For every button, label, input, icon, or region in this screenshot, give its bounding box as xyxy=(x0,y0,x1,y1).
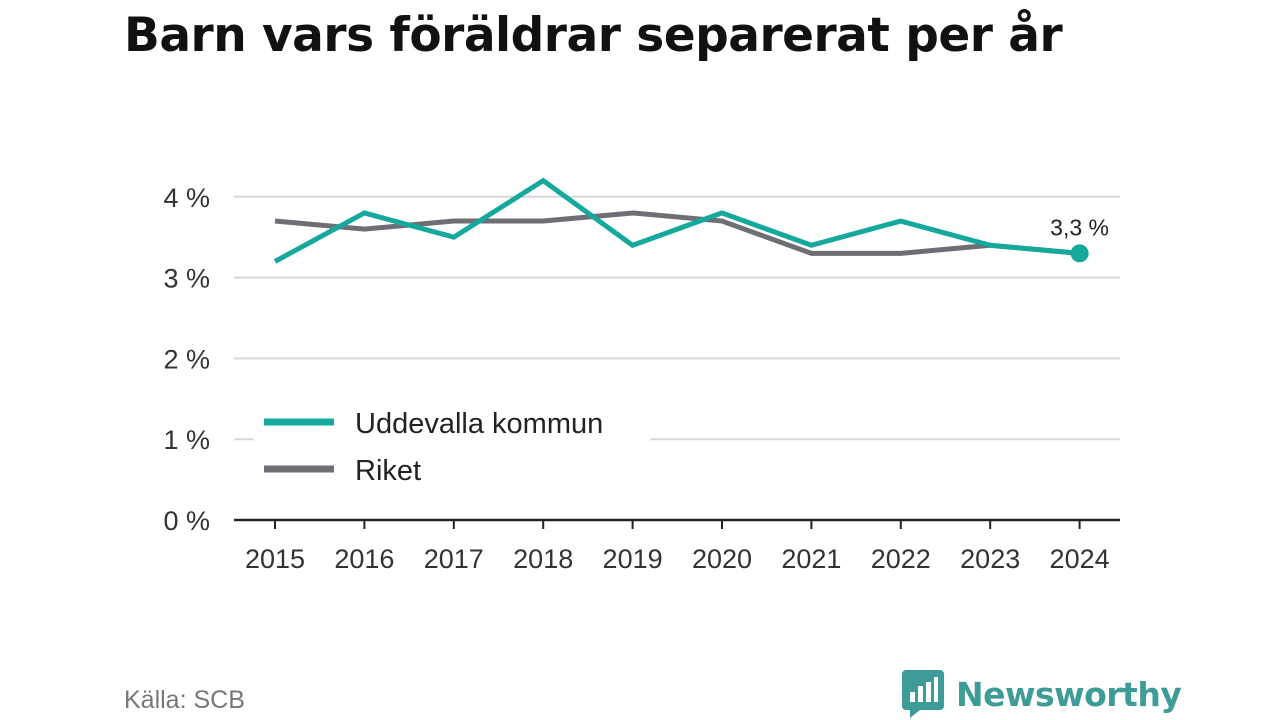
x-tick-label: 2019 xyxy=(603,544,663,574)
y-tick-label: 4 % xyxy=(163,183,210,213)
y-tick-label: 0 % xyxy=(163,506,210,536)
bar-chart-speech-bubble-icon xyxy=(902,670,944,718)
x-tick-label: 2018 xyxy=(513,544,573,574)
y-tick-label: 1 % xyxy=(163,425,210,455)
legend-background xyxy=(254,402,650,492)
x-tick-label: 2017 xyxy=(424,544,484,574)
x-tick-label: 2024 xyxy=(1050,544,1110,574)
x-tick-label: 2015 xyxy=(245,544,305,574)
series-line-uddevalla xyxy=(273,177,1080,264)
x-tick-label: 2020 xyxy=(692,544,752,574)
y-tick-label: 3 % xyxy=(163,264,210,294)
chart-title: Barn vars föräldrar separerat per år xyxy=(124,8,1063,63)
x-tick-label: 2023 xyxy=(960,544,1020,574)
x-tick-label: 2016 xyxy=(334,544,394,574)
source-note: Källa: SCB xyxy=(124,686,245,714)
brand-name: Newsworthy xyxy=(956,674,1182,714)
legend-label: Riket xyxy=(355,455,421,487)
x-tick-label: 2021 xyxy=(781,544,841,574)
end-point-marker xyxy=(1070,244,1089,263)
x-tick-label: 2022 xyxy=(871,544,931,574)
end-value-label: 3,3 % xyxy=(1050,214,1109,240)
legend-label: Uddevalla kommun xyxy=(355,408,603,440)
y-tick-label: 2 % xyxy=(163,344,210,374)
brand-logo: Newsworthy xyxy=(902,670,1182,718)
